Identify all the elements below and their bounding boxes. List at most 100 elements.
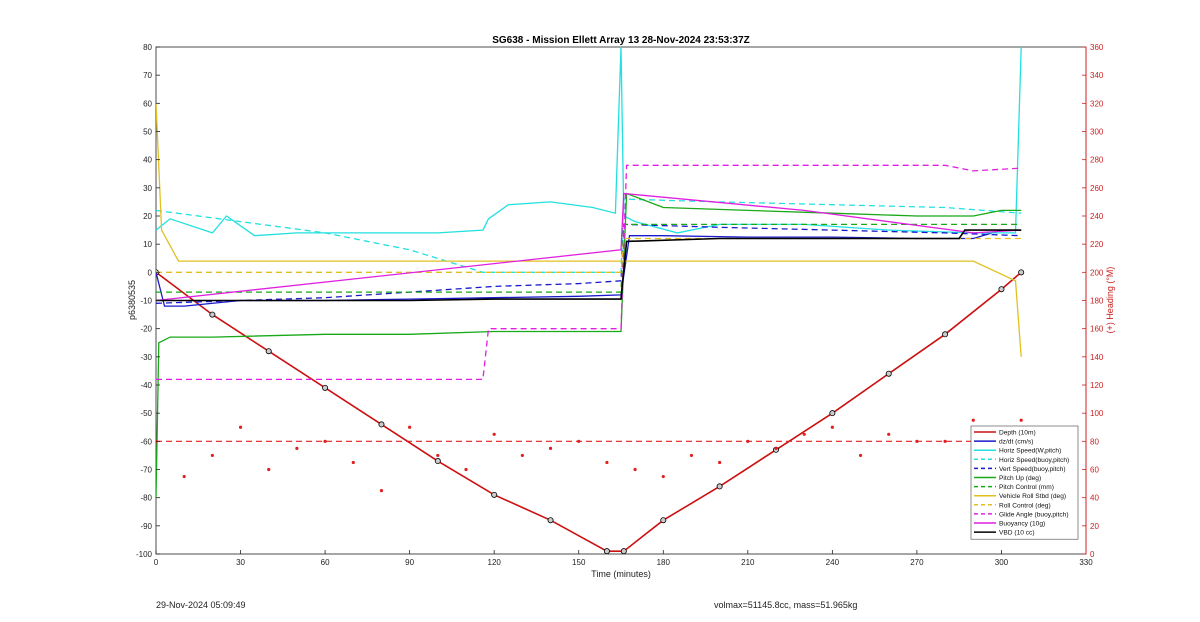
heading-point [379, 489, 384, 493]
legend-label: Depth (10m) [999, 430, 1036, 437]
y-right-tick-label: 80 [1090, 437, 1099, 446]
y-right-tick-label: 60 [1090, 466, 1099, 475]
heading-point [605, 460, 609, 465]
heading-point [408, 425, 412, 429]
footer-timestamp: 29-Nov-2024 05:09:49 [156, 600, 246, 610]
y-left-tick-label: 30 [143, 184, 152, 193]
y-left-tick-label: 40 [143, 156, 152, 165]
y-right-tick-label: 280 [1090, 156, 1104, 165]
y-axis-left: 80 70 60 50 40 30 20 10 0 -10 -20 -30 -40 -50 -60 -70 -8… [136, 43, 160, 559]
series-layer [156, 47, 1025, 554]
y-left-tick-label: -50 [140, 409, 152, 418]
y-right-tick-label: 260 [1090, 184, 1104, 193]
y-right-tick-label: 140 [1090, 353, 1104, 362]
heading-point [210, 453, 214, 458]
depth-point [620, 548, 627, 554]
depth-point [885, 370, 892, 377]
y-right-tick-label: 180 [1090, 297, 1104, 306]
y-left-tick-label: -20 [140, 325, 152, 334]
depth-point [942, 331, 949, 338]
x-tick-label: 150 [572, 558, 586, 567]
y-left-tick-label: 0 [148, 268, 153, 277]
series-line [156, 192, 1022, 302]
heading-point [464, 467, 468, 472]
y-right-tick-label: 360 [1090, 43, 1104, 52]
y-left-tick-label: -80 [140, 494, 152, 503]
heading-point [746, 439, 750, 443]
y-right-tick-label: 320 [1090, 99, 1104, 108]
heading-point [830, 425, 834, 429]
x-axis-label: Time (minutes) [591, 569, 651, 579]
y-right-tick-label: 240 [1090, 212, 1104, 221]
heading-point [633, 467, 637, 472]
legend: Depth (10m) dz/dt (cm/s) Horiz Speed(W,pit… [970, 425, 1079, 540]
series-line [156, 223, 1022, 304]
series-line [156, 271, 1022, 552]
legend-label: Pitch Control (mm) [999, 484, 1054, 491]
y-left-tick-label: 80 [143, 43, 152, 52]
x-tick-label: 60 [321, 558, 330, 567]
legend-label: Pitch Up (deg) [999, 475, 1041, 482]
chart-title: SG638 - Mission Ellett Array 13 28-Nov-2… [492, 35, 750, 46]
y-right-tick-label: 40 [1090, 494, 1099, 503]
depth-point [660, 517, 667, 524]
heading-point [323, 439, 327, 443]
y-axis-left-label: p6380535 [127, 280, 137, 320]
y-left-tick-label: -90 [140, 522, 152, 531]
y-right-tick-label: 20 [1090, 522, 1099, 531]
y-right-tick-label: 100 [1090, 409, 1104, 418]
heading-point [267, 467, 271, 472]
y-left-tick-label: -30 [140, 353, 152, 362]
heading-point [1019, 418, 1023, 422]
y-left-tick-label: -70 [140, 466, 152, 475]
series-line [156, 198, 1022, 273]
x-tick-label: 90 [405, 558, 414, 567]
series-line [156, 229, 1022, 302]
heading-point [351, 460, 355, 465]
legend-label: Vehicle Roll Stbd (deg) [999, 493, 1066, 500]
y-left-tick-label: -40 [140, 381, 152, 390]
x-tick-label: 270 [910, 558, 924, 567]
depth-point [603, 548, 610, 554]
y-right-tick-label: 120 [1090, 381, 1104, 390]
heading-point [718, 460, 722, 465]
y-right-tick-label: 300 [1090, 128, 1104, 137]
depth-point [378, 421, 385, 428]
depth-point [998, 286, 1005, 293]
legend-label: Vert Speed(buoy,pitch) [999, 466, 1066, 473]
y-left-tick-label: -10 [140, 297, 152, 306]
legend-label: dz/dt (cm/s) [999, 439, 1033, 446]
y-right-tick-label: 340 [1090, 71, 1104, 80]
y-left-tick-label: 20 [143, 212, 152, 221]
heading-point [661, 474, 665, 479]
series-line [156, 103, 1022, 357]
x-tick-label: 330 [1079, 558, 1093, 567]
depth-point [716, 483, 723, 490]
depth-point [1018, 269, 1025, 276]
y-left-tick-label: 10 [143, 240, 152, 249]
series-line [156, 164, 1022, 381]
legend-label: VBD (10 cc) [999, 530, 1035, 537]
y-axis-right-label: (+) Heading (°M) [1105, 267, 1115, 334]
legend-label: Buoyancy (10g) [999, 521, 1045, 528]
legend-box [970, 425, 1079, 540]
y-left-tick-label: 60 [143, 99, 152, 108]
y-left-tick-label: 70 [143, 71, 152, 80]
heading-point [548, 446, 553, 450]
heading-point [915, 439, 919, 443]
x-tick-label: 120 [488, 558, 502, 567]
depth-point [491, 491, 498, 498]
heading-point [858, 453, 863, 458]
depth-point [547, 517, 554, 524]
y-left-tick-label: 50 [143, 128, 152, 137]
x-tick-label: 210 [741, 558, 755, 567]
x-tick-label: 180 [657, 558, 671, 567]
series-line [156, 237, 1022, 273]
depth-point [434, 458, 441, 465]
legend-label: Horiz Speed(W,pitch) [999, 448, 1061, 455]
depth-point [829, 410, 836, 417]
x-tick-label: 240 [826, 558, 840, 567]
depth-point [322, 384, 329, 391]
y-right-tick-label: 220 [1090, 240, 1104, 249]
